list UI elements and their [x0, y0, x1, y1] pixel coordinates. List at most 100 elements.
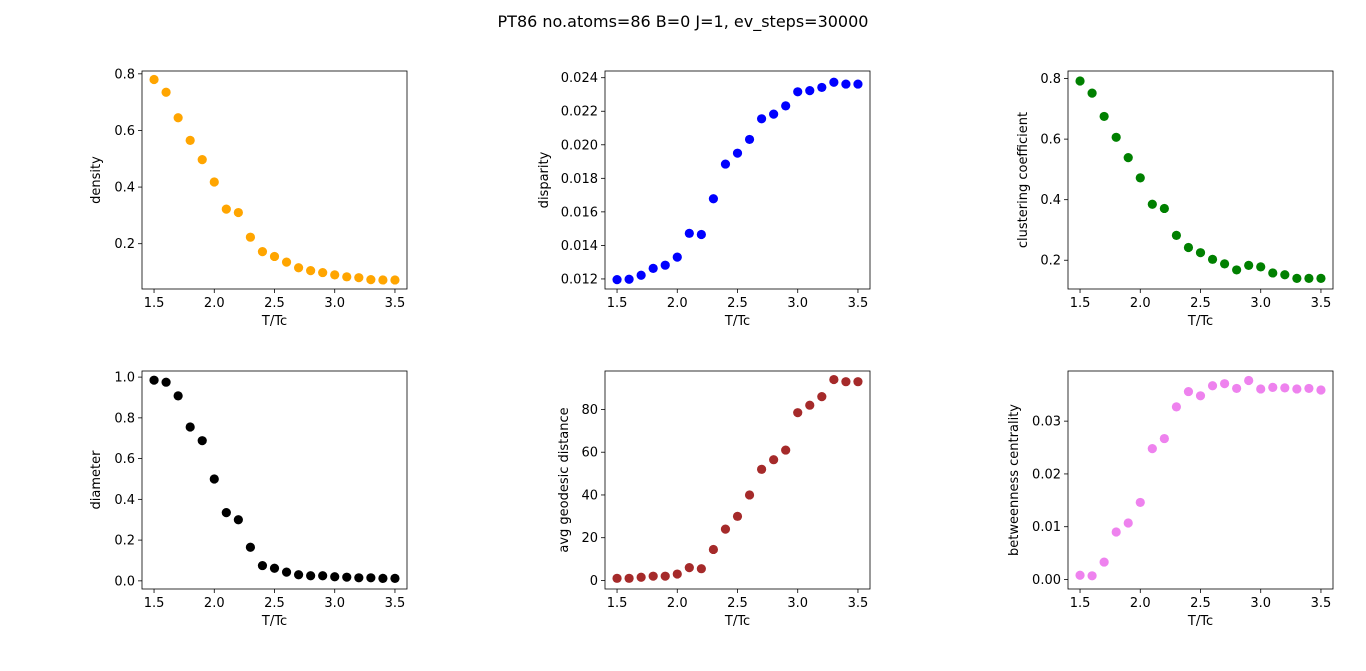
data-point	[269, 563, 280, 573]
data-point	[1183, 242, 1194, 253]
data-point	[149, 375, 159, 385]
data-point	[354, 573, 364, 583]
data-point	[781, 101, 791, 111]
y-tick-label: 0.6	[114, 124, 135, 139]
data-point	[769, 109, 779, 119]
data-point	[378, 275, 388, 285]
y-tick-label: 0.8	[114, 411, 135, 426]
data-point	[1256, 262, 1266, 272]
data-point	[330, 270, 340, 280]
data-point	[708, 194, 719, 204]
data-point	[161, 87, 171, 97]
axes-frame	[1067, 370, 1334, 590]
x-tick-label: 2.0	[667, 296, 688, 311]
data-point	[245, 542, 256, 552]
data-point	[1135, 497, 1145, 508]
figure-title: PT86 no.atoms=86 B=0 J=1, ev_steps=30000	[498, 12, 869, 32]
x-tick-label: 2.0	[1130, 296, 1151, 311]
x-tick-label: 3.5	[1311, 596, 1332, 611]
y-tick-label: 0.8	[114, 67, 135, 82]
y-tick-label: 0.2	[114, 237, 135, 252]
data-point	[781, 445, 791, 455]
x-tick-label: 2.0	[204, 596, 225, 611]
x-tick-label: 3.5	[848, 296, 869, 311]
y-tick-label: 0.022	[561, 105, 598, 120]
data-point	[1304, 273, 1314, 284]
x-tick-label: 3.0	[324, 596, 345, 611]
data-point	[648, 571, 658, 581]
data-point	[209, 474, 219, 484]
axes-frame	[1067, 70, 1334, 290]
data-point	[696, 229, 706, 240]
data-point	[612, 573, 622, 583]
data-point	[1219, 379, 1230, 389]
y-tick-label: 0.03	[1032, 415, 1061, 430]
data-point	[173, 391, 183, 401]
y-tick-label: 0.4	[114, 181, 135, 196]
data-point	[1111, 527, 1121, 537]
data-point	[1123, 518, 1133, 528]
subplot-diameter: 1.5 2.0 2.5 3.0 3.5 0.0 0.2 0.4 0.6 0.8 1.0 T/Tc dia…	[89, 370, 408, 629]
data-point	[720, 524, 731, 534]
y-tick-label: 0.012	[561, 272, 598, 287]
data-point	[1280, 383, 1290, 393]
data-point	[805, 86, 815, 96]
data-point	[1292, 384, 1302, 394]
data-point	[1099, 557, 1109, 567]
x-tick-label: 3.0	[787, 596, 808, 611]
data-point	[342, 572, 352, 582]
subplot-density: 1.5 2.0 2.5 3.0 3.5 0.2 0.4 0.6 0.8 T/Tc density	[89, 67, 408, 329]
data-point	[1256, 384, 1266, 394]
x-tick-label: 3.5	[385, 296, 406, 311]
data-point	[245, 232, 256, 242]
x-tick-label: 3.5	[1311, 296, 1332, 311]
data-point	[672, 569, 682, 579]
data-point	[1183, 386, 1194, 397]
data-point	[708, 544, 719, 555]
y-axis-label: betweenness centrality	[1007, 404, 1022, 556]
x-tick-label: 1.5	[607, 596, 628, 611]
data-point	[805, 400, 815, 410]
data-point	[390, 275, 400, 285]
subplot-grid: 1.5 2.0 2.5 3.0 3.50.20.40.60.8T/Tcdensity1.…	[89, 67, 1334, 629]
data-point	[720, 159, 731, 169]
x-tick-label: 2.5	[1190, 296, 1211, 311]
y-tick-label: 0.2	[114, 534, 135, 549]
data-point	[1075, 76, 1085, 86]
data-point	[293, 570, 304, 580]
y-tick-label: 0.6	[114, 452, 135, 467]
data-point	[853, 79, 863, 89]
data-point	[1159, 433, 1169, 444]
subplot-betweenness-centrality: 1.5 2.0 2.5 3.0 3.5 0.00 0.01 0.02 0.03 T/Tc betwe…	[1007, 370, 1334, 629]
y-axis-label: diameter	[89, 450, 104, 510]
data-point	[648, 263, 658, 273]
data-point	[318, 267, 328, 278]
x-tick-label: 3.0	[324, 296, 345, 311]
data-point	[1292, 273, 1302, 284]
y-axis-label: density	[89, 156, 104, 204]
y-tick-label: 0.02	[1032, 467, 1061, 482]
data-point	[1207, 254, 1218, 264]
data-point	[1147, 443, 1157, 454]
data-point	[1195, 248, 1206, 258]
data-point	[1123, 152, 1133, 163]
y-tick-label: 80	[581, 403, 598, 418]
data-point	[233, 207, 243, 218]
data-point	[173, 113, 183, 123]
data-point	[769, 455, 779, 465]
axes-frame	[604, 70, 871, 290]
data-point	[624, 573, 634, 583]
x-tick-label: 2.0	[667, 596, 688, 611]
y-tick-label: 0.6	[1040, 133, 1061, 148]
data-point	[257, 247, 268, 257]
data-point	[185, 135, 195, 145]
y-tick-label: 0	[590, 574, 598, 589]
data-point	[306, 571, 316, 581]
data-point	[660, 260, 670, 270]
data-point	[853, 377, 863, 387]
x-tick-label: 2.5	[264, 596, 285, 611]
data-point	[1219, 259, 1230, 269]
data-point	[1171, 402, 1182, 412]
y-tick-label: 0.00	[1032, 573, 1061, 588]
